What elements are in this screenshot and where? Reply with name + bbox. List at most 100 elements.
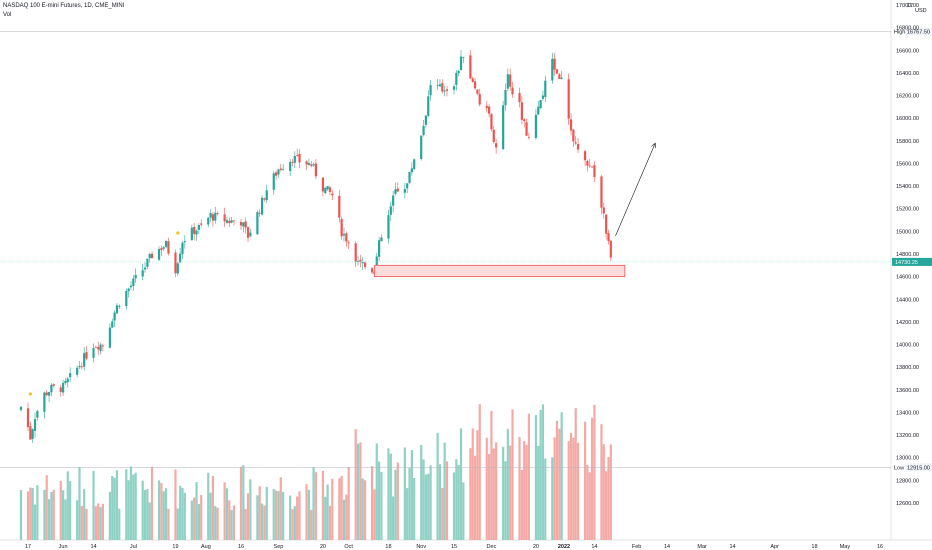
volume-bar xyxy=(150,466,154,540)
volume-bar xyxy=(445,461,449,540)
volume-bar xyxy=(408,467,411,540)
volume-bar xyxy=(207,472,210,540)
volume-bar xyxy=(211,476,215,540)
candle-body xyxy=(52,384,55,386)
candle-body xyxy=(389,206,392,215)
price-tick-label: 13800.00 xyxy=(896,365,919,371)
volume-bar xyxy=(242,465,245,540)
volume-bar xyxy=(609,444,612,540)
candle-body xyxy=(443,90,446,92)
volume-bar xyxy=(258,486,261,540)
volume-bar xyxy=(607,456,610,540)
time-tick-label: Nov xyxy=(416,544,426,550)
low-tag xyxy=(905,463,932,472)
volume-bar xyxy=(157,480,161,540)
candle-body xyxy=(244,221,247,228)
candle-body xyxy=(572,129,575,142)
volume-bar xyxy=(76,500,79,540)
candle-body xyxy=(160,248,163,250)
candle-body xyxy=(527,137,531,139)
candle-body xyxy=(45,392,48,396)
volume-bar xyxy=(387,448,390,540)
volume-bar xyxy=(80,505,83,540)
price-axis[interactable]: 17000.00 16800.00 16600.00 16400.00 16200.00… xyxy=(896,3,927,507)
volume-bar xyxy=(326,484,329,540)
candle-body xyxy=(239,221,243,226)
volume-bar xyxy=(19,490,23,540)
volume-bar xyxy=(600,424,603,540)
candle-body xyxy=(347,242,350,244)
volume-bar xyxy=(52,489,55,540)
time-tick-label: 17 xyxy=(25,544,31,550)
candle-body xyxy=(115,305,119,314)
candle-body xyxy=(410,168,413,173)
candle-body xyxy=(263,198,266,200)
volume-bar xyxy=(312,467,315,540)
volume-bar xyxy=(31,488,34,540)
candle-body xyxy=(190,227,193,241)
candle-body xyxy=(59,387,62,392)
candle-body xyxy=(600,176,603,208)
volume-bar xyxy=(263,505,266,540)
candle-body xyxy=(609,240,612,258)
time-axis[interactable]: 17 Jun 14 Jul 19 Aug 16 Sep 20 Oct 18 Nov 15 Dec 20 202… xyxy=(25,544,883,550)
chart-title: NASDAQ 100 E-mini Futures, 1D, CME_MINI xyxy=(3,3,125,9)
candle-body xyxy=(452,86,456,90)
volume-bar xyxy=(424,474,428,540)
candle-body xyxy=(228,220,231,224)
candle-body xyxy=(469,55,472,79)
time-tick-label: 16 xyxy=(877,544,883,550)
volume-bar xyxy=(246,493,250,540)
volume-bar xyxy=(265,486,268,540)
candle-body xyxy=(310,164,313,166)
volume-bar xyxy=(216,507,219,540)
dividend-marker xyxy=(28,392,32,396)
candles xyxy=(19,50,612,443)
volume-bar xyxy=(179,485,182,540)
candle-body xyxy=(534,114,538,138)
candle-body xyxy=(576,143,580,150)
volume-bar xyxy=(340,475,343,540)
time-tick-label: 20 xyxy=(533,544,539,550)
volume-bar xyxy=(438,464,442,540)
candle-body xyxy=(64,380,67,384)
price-tick-label: 14600.00 xyxy=(896,275,919,281)
volume-bar xyxy=(141,480,144,540)
candle-body xyxy=(555,69,559,74)
candle-body xyxy=(246,227,250,238)
candle-body xyxy=(43,392,46,412)
volume-bar xyxy=(356,443,360,540)
volume-label: Vol xyxy=(3,12,12,18)
time-tick-label: 15 xyxy=(451,544,457,550)
candle-body xyxy=(183,241,186,243)
candle-body xyxy=(216,213,219,215)
candle-body xyxy=(275,172,278,176)
volume-bar xyxy=(375,443,378,540)
volume-bar xyxy=(492,448,495,540)
candle-body xyxy=(256,212,259,235)
volume-bar xyxy=(277,491,280,540)
candle-body xyxy=(403,188,406,193)
volume-bar xyxy=(101,503,105,540)
candle-body xyxy=(492,129,495,143)
volume-bar xyxy=(413,478,416,540)
volume-bar xyxy=(146,488,149,540)
volume-bar xyxy=(354,429,357,540)
candle-body xyxy=(174,252,177,274)
volume-bar xyxy=(92,470,95,540)
volume-bar xyxy=(113,477,116,540)
volume-bar xyxy=(586,464,589,540)
volume-bar xyxy=(363,480,367,540)
candle-body xyxy=(118,305,121,307)
volume-bar xyxy=(441,488,444,540)
volume-bar xyxy=(422,459,425,540)
volume-bar xyxy=(509,445,512,540)
candle-body xyxy=(195,230,198,235)
candle-body xyxy=(314,163,318,177)
volume-bar xyxy=(62,490,65,540)
volume-bar xyxy=(307,489,310,540)
volume-bar xyxy=(469,448,472,540)
volume-bar xyxy=(108,491,112,540)
